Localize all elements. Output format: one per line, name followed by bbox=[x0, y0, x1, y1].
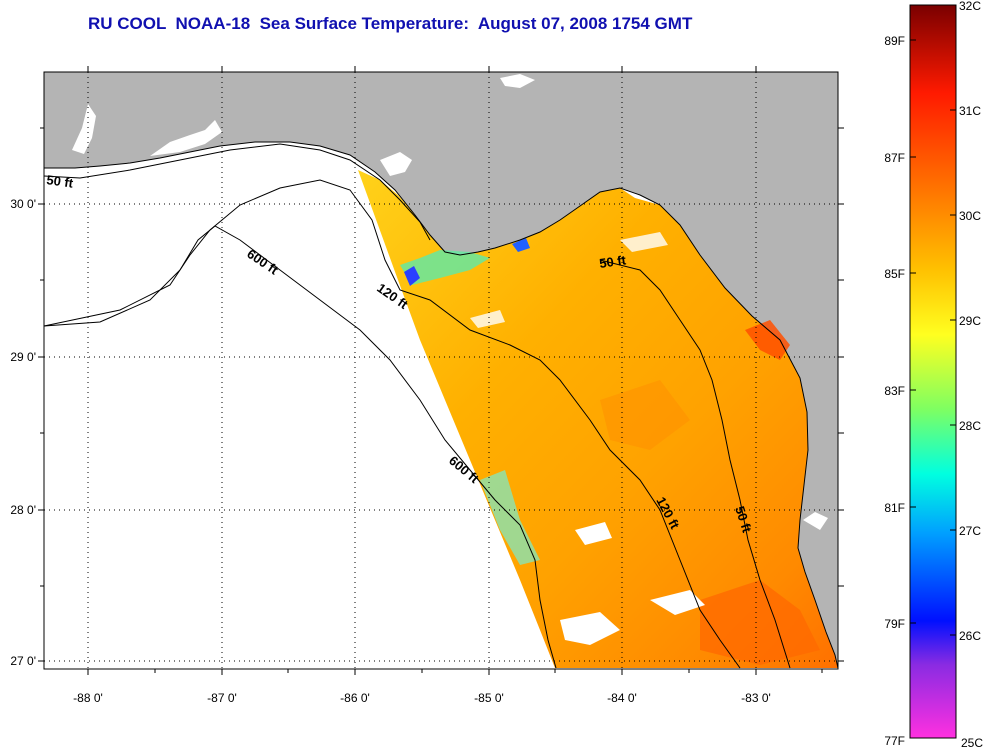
colorbar-c-label: 30C bbox=[959, 209, 981, 223]
contour-label-50ft-west: 50 ft bbox=[46, 172, 75, 191]
colorbar-c-label: 25C bbox=[961, 736, 983, 750]
tick-marks bbox=[38, 66, 844, 675]
sst-swath bbox=[358, 170, 838, 668]
contour-50ft bbox=[44, 143, 791, 669]
cool-patch bbox=[400, 250, 490, 285]
lon-label: -87 0' bbox=[207, 691, 237, 705]
map-border bbox=[43, 71, 839, 670]
map-title: RU COOL NOAA-18 Sea Surface Temperature:… bbox=[88, 14, 693, 33]
lon-label: -85 0' bbox=[474, 691, 504, 705]
colorbar-c-label: 26C bbox=[959, 629, 981, 643]
land-mass bbox=[44, 72, 838, 668]
lon-label: -84 0' bbox=[607, 691, 637, 705]
bay-water bbox=[150, 120, 222, 156]
colorbar-f-label: 81F bbox=[884, 501, 905, 515]
colorbar-f-label: 83F bbox=[884, 384, 905, 398]
cool-patch bbox=[480, 470, 540, 565]
colorbar bbox=[909, 4, 957, 739]
colorbar-f-label: 87F bbox=[884, 151, 905, 165]
warm-patch bbox=[700, 580, 820, 665]
colorbar-c-label: 32C bbox=[959, 0, 981, 13]
cloud-patch bbox=[650, 590, 705, 615]
warm-patch bbox=[745, 320, 790, 360]
cloud-patch bbox=[560, 612, 620, 645]
colorbar-f-label: 89F bbox=[884, 34, 905, 48]
lon-label: -88 0' bbox=[73, 691, 103, 705]
colorbar-f-label: 77F bbox=[884, 734, 905, 748]
bay-water bbox=[500, 74, 535, 88]
bay-water bbox=[380, 152, 412, 176]
contour-600ft bbox=[44, 225, 557, 669]
lat-label: 28 0' bbox=[10, 503, 36, 517]
colorbar-c-label: 29C bbox=[959, 314, 981, 328]
cloud-patch bbox=[470, 310, 505, 328]
colorbar-c-label: 31C bbox=[959, 104, 981, 118]
colorbar-ticks bbox=[910, 39, 956, 636]
colorbar-f-label: 79F bbox=[884, 617, 905, 631]
contour-label-50ft-east: 50 ft bbox=[598, 252, 627, 271]
colorbar-f-label: 85F bbox=[884, 267, 905, 281]
cold-spot bbox=[404, 266, 420, 286]
cold-spot bbox=[512, 238, 530, 252]
coastline bbox=[44, 141, 838, 669]
lon-label: -86 0' bbox=[340, 691, 370, 705]
lon-label: -83 0' bbox=[741, 691, 771, 705]
colorbar-c-label: 28C bbox=[959, 419, 981, 433]
colorbar-c-label: 27C bbox=[959, 524, 981, 538]
lat-label: 27 0' bbox=[10, 654, 36, 668]
lat-label: 30 0' bbox=[10, 197, 36, 211]
bay-water bbox=[803, 512, 828, 530]
cloud-patch bbox=[575, 522, 612, 545]
lat-label: 29 0' bbox=[10, 350, 36, 364]
cloud-patch bbox=[620, 232, 668, 252]
bay-water bbox=[72, 104, 96, 154]
